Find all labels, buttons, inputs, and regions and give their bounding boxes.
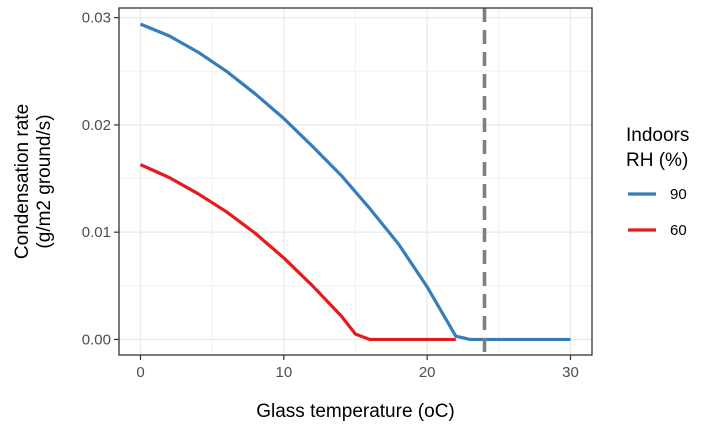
legend-label-60: 60 bbox=[670, 222, 687, 239]
x-axis-ticks: 0 10 20 30 bbox=[136, 355, 579, 381]
series-line-90 bbox=[139, 22, 571, 342]
y-axis-title: Condensation rate (g/m2 ground/s) bbox=[12, 104, 55, 259]
y-tick-label: 0.01 bbox=[82, 224, 111, 241]
y-tick-label: 0.02 bbox=[82, 117, 111, 134]
y-tick-label: 0.03 bbox=[82, 10, 111, 27]
legend-title-line-2: RH (%) bbox=[626, 150, 688, 171]
minor-gridlines bbox=[119, 8, 592, 355]
y-axis-title-line-1: Condensation rate bbox=[12, 104, 33, 259]
legend-items: 90 60 bbox=[628, 186, 687, 239]
x-tick-label: 30 bbox=[562, 364, 579, 381]
legend-label-90: 90 bbox=[670, 186, 687, 203]
y-axis-ticks: 0.00 0.01 0.02 0.03 bbox=[82, 10, 119, 348]
x-tick-label: 0 bbox=[136, 364, 144, 381]
legend: Indoors RH (%) 90 60 bbox=[626, 125, 689, 239]
series-line-60 bbox=[139, 163, 456, 342]
x-tick-label: 10 bbox=[275, 364, 292, 381]
legend-title-line-1: Indoors bbox=[626, 125, 689, 146]
major-gridlines bbox=[119, 8, 592, 355]
y-axis-title-line-2: (g/m2 ground/s) bbox=[34, 114, 55, 248]
x-tick-label: 20 bbox=[419, 364, 436, 381]
series-lines bbox=[139, 22, 571, 342]
plot-panel-border bbox=[118, 7, 593, 356]
y-tick-label: 0.00 bbox=[82, 331, 111, 348]
x-axis-title: Glass temperature (oC) bbox=[256, 401, 455, 422]
